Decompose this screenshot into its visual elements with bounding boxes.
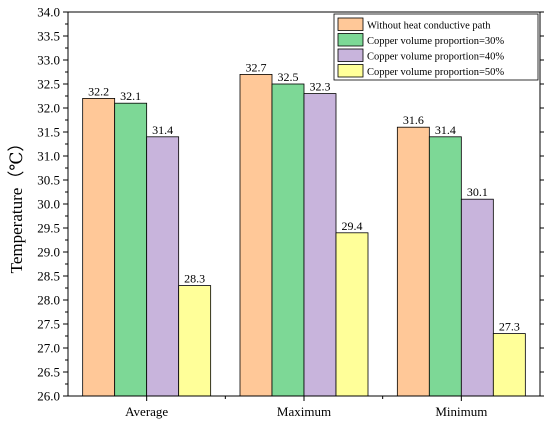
bars-layer (82, 74, 526, 397)
y-axis-title: Temperature（℃） (7, 135, 26, 274)
bar-value-label: 32.1 (120, 89, 141, 103)
bar (492, 333, 526, 397)
bar (271, 83, 305, 397)
bar-value-label: 32.3 (310, 80, 331, 94)
legend-label: Copper volume proportion=40% (367, 52, 504, 63)
x-tick-label: Average (125, 404, 168, 419)
y-tick-label: 28.5 (37, 269, 60, 284)
legend-swatch (337, 33, 364, 47)
legend-label: Without heat conductive path (367, 21, 491, 32)
bar-value-label: 27.3 (499, 320, 520, 334)
y-tick-label: 27.5 (37, 317, 60, 332)
x-axis: Average Maximum Minimum (125, 396, 487, 419)
bar (82, 98, 116, 397)
legend-label: Copper volume proportion=50% (367, 67, 504, 78)
y-tick-label: 27.0 (37, 341, 60, 356)
y-tick-label: 32.5 (37, 77, 60, 92)
bar (178, 285, 212, 397)
y-tick-label: 26.5 (37, 365, 60, 380)
y-tick-label: 31.0 (37, 149, 60, 164)
legend: Without heat conductive path Copper volum… (333, 13, 539, 81)
legend-label: Copper volume proportion=30% (367, 36, 504, 47)
legend-swatch (337, 48, 364, 62)
bar (146, 136, 180, 397)
x-tick-label: Maximum (277, 404, 331, 419)
bar-value-label: 31.4 (435, 123, 456, 137)
bar (239, 74, 273, 397)
y-tick-label: 33.5 (37, 29, 60, 44)
bar (396, 126, 430, 397)
y-tick-label: 34.0 (37, 5, 60, 20)
y-tick-label: 28.0 (37, 293, 60, 308)
bar-value-label: 31.4 (152, 123, 173, 137)
legend-swatch (337, 17, 364, 31)
legend-swatch (337, 64, 364, 78)
bar-value-label: 32.7 (246, 60, 267, 74)
bar-value-label: 32.2 (88, 84, 109, 98)
bar (335, 232, 369, 397)
y-tick-label: 26.0 (37, 389, 60, 404)
bar-value-label: 31.6 (403, 113, 424, 127)
x-tick-label: Minimum (435, 404, 487, 419)
bar (303, 93, 337, 397)
y-tick-label: 32.0 (37, 101, 60, 116)
y-tick-label: 29.5 (37, 221, 60, 236)
y-tick-label: 30.5 (37, 173, 60, 188)
y-tick-label: 30.0 (37, 197, 60, 212)
bar (114, 102, 148, 397)
value-labels-layer: 32.2 32.1 31.4 28.3 32.7 32.5 32.3 29.4 31.6 31.4… (88, 60, 520, 333)
y-tick-label: 33.0 (37, 53, 60, 68)
bar-value-label: 30.1 (467, 185, 488, 199)
y-tick-label: 29.0 (37, 245, 60, 260)
y-axis: 26.0 26.5 27.0 27.5 28.0 28.5 29.0 29.5 30.0 30.5… (37, 5, 544, 404)
y-tick-label: 31.5 (37, 125, 60, 140)
legend-box (333, 13, 539, 81)
bar (428, 136, 462, 397)
bar-value-label: 28.3 (184, 272, 205, 286)
bar (460, 198, 494, 397)
bar-value-label: 29.4 (342, 219, 363, 233)
bar-value-label: 32.5 (278, 70, 299, 84)
